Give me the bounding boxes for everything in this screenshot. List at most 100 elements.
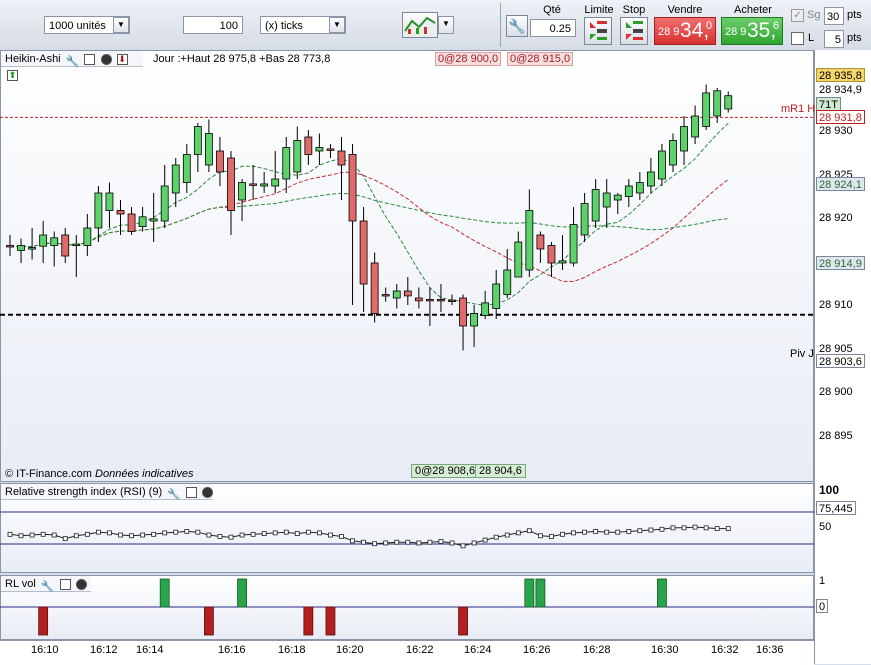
candle-body <box>359 220 368 285</box>
sell-button[interactable]: 28 9 34, 0 <box>654 17 716 45</box>
rlvol-bar-down <box>38 606 49 636</box>
stop-order-button[interactable] <box>620 17 648 45</box>
pts-input-2[interactable]: 5 <box>824 30 844 48</box>
time-tick-label: 16:32 <box>711 644 739 656</box>
candle-chart-icon <box>403 16 437 37</box>
close-icon[interactable] <box>75 578 87 590</box>
rlvol-title: RL vol <box>5 578 36 590</box>
mr1-price-label: 28 931,8 <box>816 110 865 124</box>
rsi-point <box>571 530 576 536</box>
buy-button[interactable]: 28 9 35, 6 <box>721 17 783 45</box>
rsi-point <box>29 532 35 538</box>
rsi-point <box>18 533 24 539</box>
rsi-point <box>405 539 411 545</box>
chevron-down-icon[interactable]: ▼ <box>329 17 345 33</box>
rsi-point <box>217 534 223 539</box>
ticks-unit-select[interactable]: (x) ticks ▼ <box>260 16 346 34</box>
day-range-info: Jour :+Haut 28 975,8 +Bas 28 773,8 <box>153 53 331 65</box>
rsi-point <box>305 529 311 535</box>
candle-body <box>204 133 213 166</box>
candle-body <box>227 157 235 211</box>
rsi-point <box>173 529 179 535</box>
buy-label: Acheter <box>734 4 772 16</box>
candle-body <box>437 298 445 302</box>
rsi-point <box>51 532 57 538</box>
rlvol-bar-up <box>524 578 535 608</box>
chevron-down-icon[interactable]: ▼ <box>438 16 454 34</box>
window-icon[interactable] <box>59 578 71 590</box>
candle-body <box>260 183 269 187</box>
ma1-price-label: 28 924,1 <box>816 177 865 191</box>
candle-body <box>182 154 191 183</box>
candle-body <box>514 241 523 278</box>
bottom-tag-1[interactable]: 0@28 908,6 <box>411 464 480 478</box>
candle-body <box>713 90 722 117</box>
candle-body <box>271 178 280 187</box>
candle-body <box>459 297 467 327</box>
order-tag-1[interactable]: 0@28 900,0 <box>435 52 502 66</box>
candle-body <box>160 185 169 222</box>
sg-label: Sg <box>807 9 821 21</box>
candle-body <box>105 192 114 211</box>
rsi-point <box>549 534 554 539</box>
window-icon[interactable] <box>84 53 96 65</box>
candle-body <box>580 203 589 236</box>
rsi-point <box>504 532 510 538</box>
close-icon[interactable] <box>100 53 112 65</box>
candlestick-chart[interactable] <box>0 66 814 462</box>
rsi-point <box>162 530 168 536</box>
rlvol-chart <box>0 578 814 636</box>
rsi-point <box>316 530 322 536</box>
candle-body <box>28 247 37 250</box>
rsi-point <box>648 527 654 533</box>
arrow-up-icon[interactable]: ⬆ <box>7 69 18 81</box>
mr1-line-label: mR1 H <box>781 103 816 115</box>
buy-price-sup: 6 <box>773 20 780 32</box>
quantity-select[interactable]: 1000 unités ▼ <box>44 16 130 34</box>
rsi-point <box>526 528 532 534</box>
rsi-point <box>151 531 157 537</box>
trade-panel <box>500 3 871 47</box>
arrow-down-icon[interactable]: ⬇ <box>116 53 128 65</box>
rsi-point <box>670 525 676 531</box>
time-tick-label: 16:14 <box>136 644 164 656</box>
qty-input[interactable]: 0.25 <box>530 19 576 37</box>
order-tag-2[interactable]: 0@28 915,0 <box>507 52 574 66</box>
wrench-icon[interactable]: 🔧 <box>506 15 528 37</box>
candle-body <box>602 192 611 208</box>
candle-body <box>304 136 313 155</box>
pts-input-1[interactable]: 30 <box>824 7 844 25</box>
rlvol-bar-up <box>657 578 667 608</box>
candle-body <box>591 189 600 222</box>
wrench-icon[interactable]: 🔧 <box>65 55 80 68</box>
price-chart-panel[interactable]: Heikin-Ashi 🔧 ⬇ ⬆ Jour :+Haut 28 975,8 +… <box>0 50 814 482</box>
wrench-icon[interactable]: 🔧 <box>40 580 55 593</box>
window-icon[interactable] <box>185 486 197 498</box>
wrench-icon[interactable]: 🔧 <box>167 488 181 501</box>
rsi-point <box>239 532 245 538</box>
candle-body <box>547 245 556 264</box>
rsi-chart <box>0 511 814 549</box>
bottom-tag-2[interactable]: 28 904,6 <box>475 464 526 478</box>
limit-order-icon <box>590 21 607 40</box>
l-checkbox[interactable] <box>791 32 804 45</box>
ticks-input[interactable]: 100 <box>183 16 243 34</box>
rsi-point <box>449 540 455 546</box>
rsi-point <box>84 531 90 537</box>
rsi-point <box>206 532 212 538</box>
candle-body <box>6 245 14 248</box>
limit-order-button[interactable] <box>584 17 612 45</box>
time-tick-label: 16:16 <box>218 644 246 656</box>
chevron-down-icon[interactable]: ▼ <box>113 17 129 33</box>
chart-type-button[interactable] <box>402 12 438 38</box>
sg-checkbox[interactable]: ✓ <box>791 9 804 22</box>
high-price-label: 28 934,9 <box>816 82 865 96</box>
close-icon[interactable] <box>202 486 214 498</box>
limit-label: Limite <box>584 4 614 16</box>
candle-body <box>481 302 490 316</box>
candle-body <box>392 290 401 299</box>
time-tick-label: 16:30 <box>651 644 679 656</box>
candle-body <box>326 148 335 151</box>
candle-body <box>216 150 224 173</box>
rsi-point <box>604 529 610 535</box>
